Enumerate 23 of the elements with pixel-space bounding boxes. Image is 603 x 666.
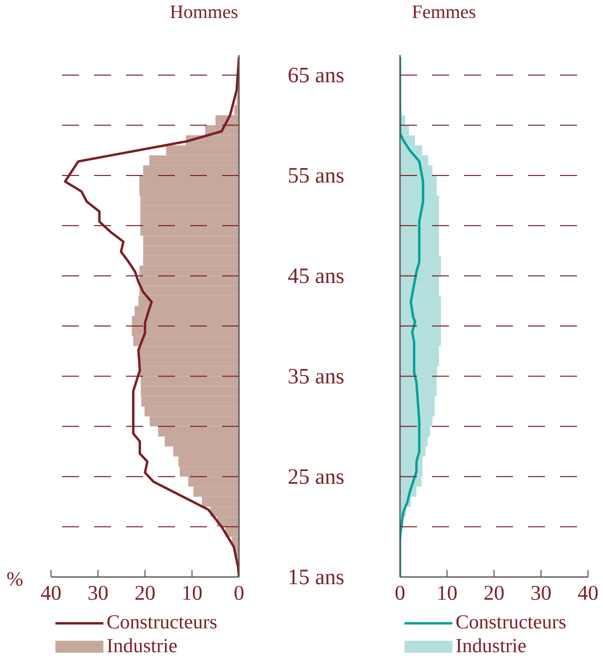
legend-label: Industrie bbox=[456, 638, 526, 652]
y-tick-label: 25 ans bbox=[288, 469, 344, 484]
x-tick-label: 0 bbox=[234, 586, 244, 600]
y-tick-label: 55 ans bbox=[288, 168, 344, 183]
x-tick-label: 30 bbox=[532, 586, 551, 600]
x-tick-label: 20 bbox=[484, 586, 504, 600]
x-tick-label: 40 bbox=[578, 586, 598, 600]
legend-label: Constructeurs bbox=[456, 615, 566, 629]
y-tick-label: 65 ans bbox=[288, 68, 344, 82]
x-tick-label: 10 bbox=[438, 586, 457, 600]
y-tick-label: 45 ans bbox=[288, 268, 344, 284]
chart-title: Femmes bbox=[412, 6, 476, 18]
x-tick-label: 30 bbox=[88, 586, 108, 600]
y-tick-label: 15 ans bbox=[290, 570, 344, 584]
x-tick-label: 40 bbox=[40, 586, 61, 600]
chart-title: Hommes bbox=[170, 6, 238, 18]
x-axis-title: % bbox=[7, 572, 22, 586]
x-tick-label: 0 bbox=[396, 586, 404, 600]
x-tick-label: 10 bbox=[183, 586, 202, 600]
y-tick-label: 35 ans bbox=[288, 368, 344, 384]
legend-label: Constructeurs bbox=[107, 615, 217, 629]
x-tick-label: 20 bbox=[135, 586, 155, 600]
legend-label: Industrie bbox=[107, 638, 177, 652]
